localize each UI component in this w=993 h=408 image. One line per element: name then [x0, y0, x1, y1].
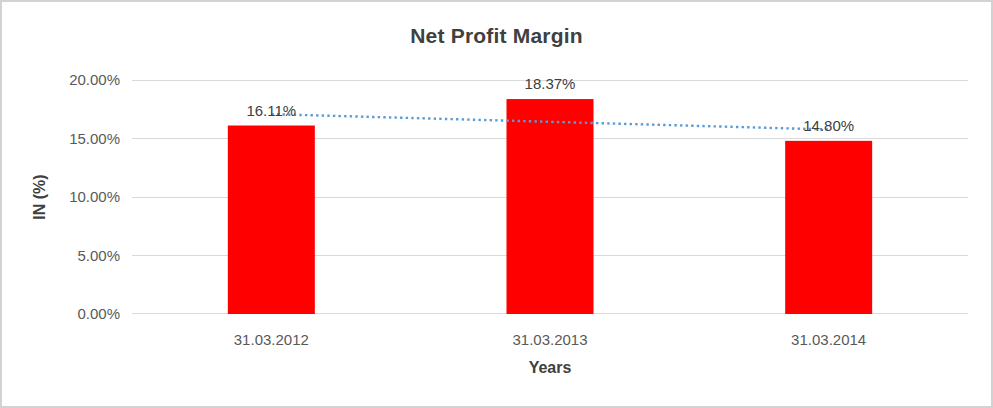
- bar: [785, 141, 872, 314]
- x-axis-title: Years: [132, 359, 968, 377]
- bar: [228, 126, 315, 314]
- y-tick-label: 0.00%: [32, 305, 120, 323]
- y-tick-label: 5.00%: [32, 247, 120, 265]
- bar: [507, 99, 594, 314]
- x-tick-label: 31.03.2013: [470, 331, 630, 349]
- bar-data-label: 16.11%: [211, 102, 331, 120]
- chart-title: Net Profit Margin: [2, 24, 991, 48]
- chart-frame: Net Profit Margin IN (%) 0.00%5.00%10.00…: [0, 0, 993, 408]
- bar-data-label: 14.80%: [769, 117, 889, 135]
- bar-data-label: 18.37%: [490, 75, 610, 93]
- y-tick-label: 10.00%: [32, 188, 120, 206]
- x-tick-label: 31.03.2014: [749, 331, 909, 349]
- y-tick-label: 20.00%: [32, 71, 120, 89]
- x-tick-label: 31.03.2012: [191, 331, 351, 349]
- y-tick-label: 15.00%: [32, 130, 120, 148]
